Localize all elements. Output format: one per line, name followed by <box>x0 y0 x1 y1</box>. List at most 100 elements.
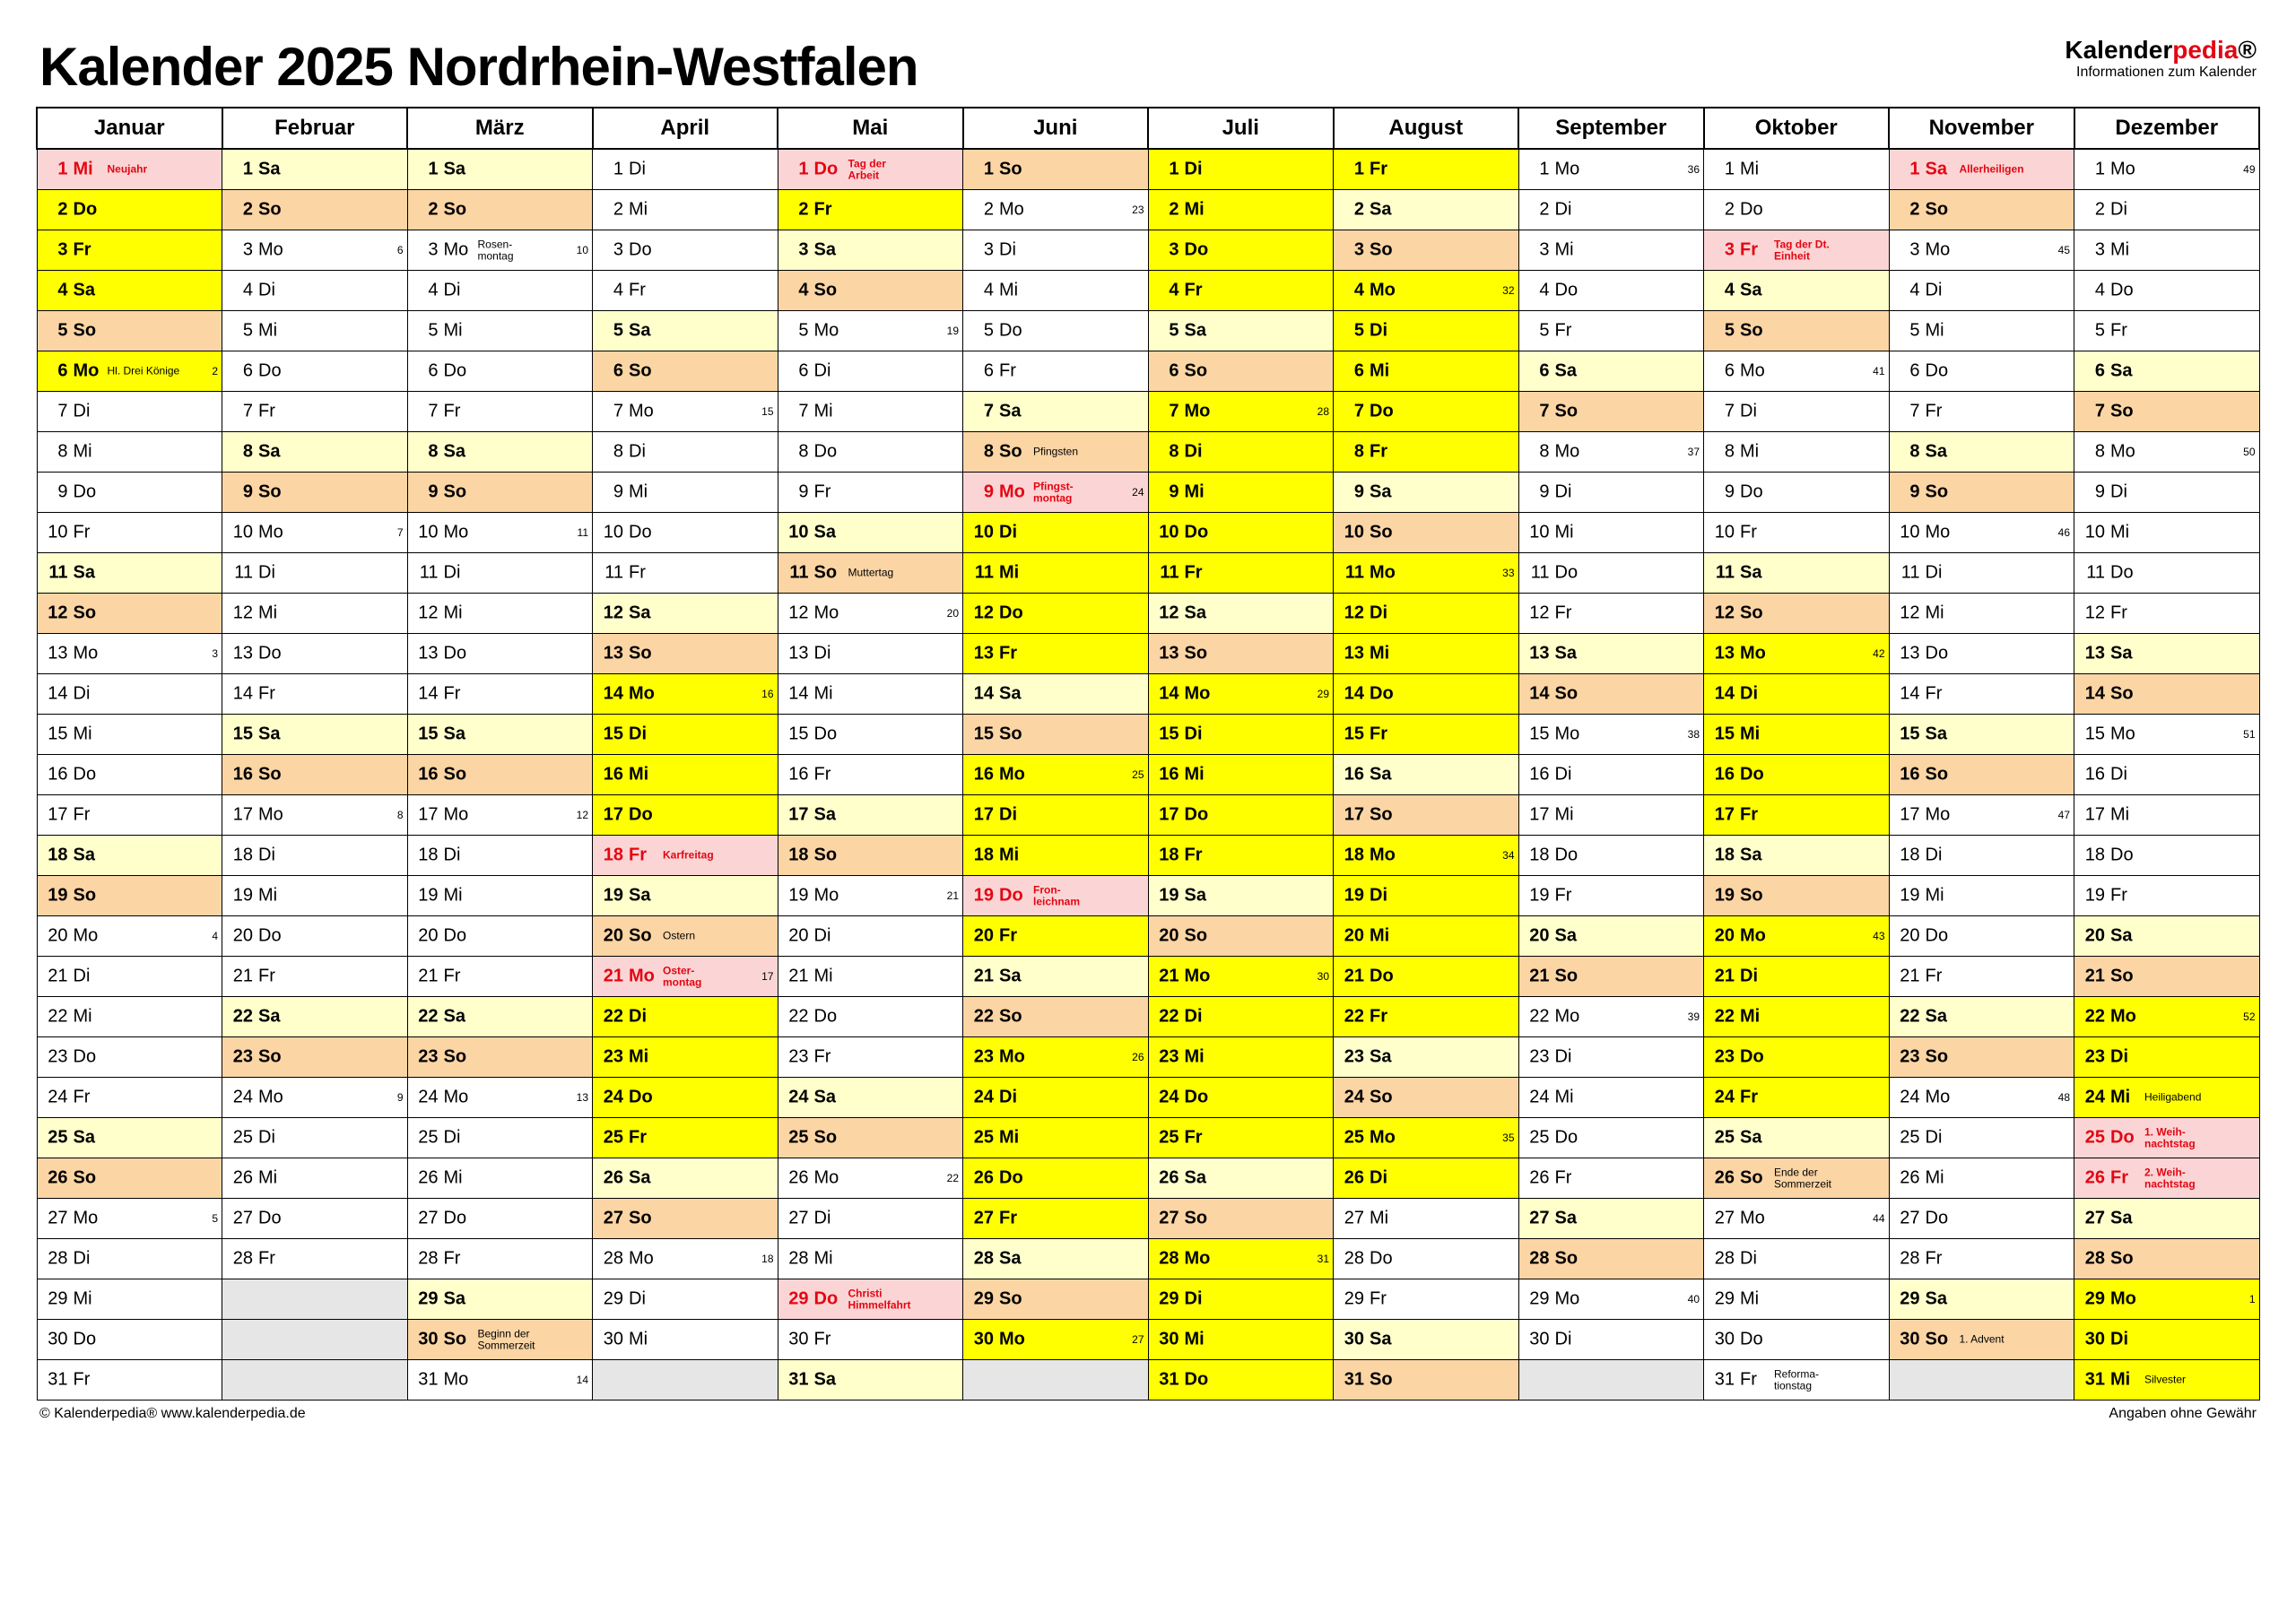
day-abbr: Fr <box>1370 1289 1387 1310</box>
day-number: 24 <box>784 1088 809 1108</box>
day-abbr: Fr <box>1926 1249 1943 1270</box>
day-cell: 6Sa <box>1518 351 1704 392</box>
day-number: 1 <box>1154 160 1179 180</box>
day-abbr: Mi <box>1555 1088 1574 1108</box>
day-cell: 29Mo40 <box>1518 1279 1704 1320</box>
day-cell: 9So <box>407 473 593 513</box>
day-cell: 3Do <box>593 230 778 271</box>
day-abbr: Sa <box>74 1128 95 1149</box>
day-abbr: Do <box>1740 200 1763 221</box>
day-cell: 6Do <box>222 351 408 392</box>
day-abbr: Sa <box>1926 442 1947 463</box>
day-cell: 14Fr <box>222 674 408 715</box>
day-cell: 8Fr <box>1334 432 1519 473</box>
day-cell: 30SoBeginn derSommerzeit <box>407 1320 593 1360</box>
day-number: 5 <box>1709 321 1735 342</box>
day-abbr: So <box>444 1330 467 1350</box>
day-abbr: Fr <box>2110 1168 2128 1189</box>
day-number: 31 <box>413 1370 439 1391</box>
day-abbr: So <box>258 200 282 221</box>
calendar-row: 27Mo527Do27Do27So27Di27Fr27So27Mi27Sa27M… <box>37 1199 2259 1239</box>
day-cell: 17Do <box>593 795 778 836</box>
day-abbr: So <box>1185 1209 1208 1229</box>
day-abbr: Mo <box>629 684 655 705</box>
day-abbr: Mi <box>1740 442 1759 463</box>
day-abbr: Mi <box>1185 200 1205 221</box>
day-number: 27 <box>228 1209 253 1229</box>
day-abbr: Do <box>1555 563 1578 584</box>
day-abbr: Mi <box>2110 1370 2130 1391</box>
day-abbr: Mi <box>1185 482 1205 503</box>
day-number: 28 <box>228 1249 253 1270</box>
day-cell: 17Mi <box>1518 795 1704 836</box>
day-abbr: Di <box>814 926 831 947</box>
day-abbr: Mi <box>2110 523 2129 543</box>
day-number: 18 <box>1709 846 1735 866</box>
day-number: 10 <box>598 523 623 543</box>
day-cell: 17Di <box>963 795 1149 836</box>
day-cell: 7Mi <box>778 392 963 432</box>
day-abbr: Sa <box>1370 765 1391 785</box>
day-number: 30 <box>43 1330 68 1350</box>
day-note: 1. Advent <box>1960 1334 2005 1346</box>
day-number: 1 <box>1709 160 1735 180</box>
day-number: 1 <box>598 160 623 180</box>
day-abbr: Fr <box>1555 1168 1572 1189</box>
day-number: 15 <box>1339 724 1364 745</box>
day-abbr: Do <box>74 482 97 503</box>
day-abbr: So <box>1555 967 1578 987</box>
day-number: 4 <box>228 281 253 301</box>
day-cell: 15Di <box>1148 715 1334 755</box>
day-abbr: Fr <box>1740 1088 1758 1108</box>
day-number: 5 <box>228 321 253 342</box>
day-number: 8 <box>784 442 809 463</box>
day-cell: 21Di <box>37 957 222 997</box>
day-cell: 20Di <box>778 916 963 957</box>
day-cell: 9Di <box>1518 473 1704 513</box>
day-cell: 19Mi <box>222 876 408 916</box>
day-number: 1 <box>784 160 809 180</box>
day-abbr: Mi <box>1370 926 1389 947</box>
day-abbr: Mo <box>74 926 99 947</box>
calendar-table: JanuarFebruarMärzAprilMaiJuniJuliAugustS… <box>36 107 2260 1401</box>
day-abbr: Do <box>629 240 652 261</box>
day-abbr: So <box>1185 926 1208 947</box>
day-number: 28 <box>598 1249 623 1270</box>
day-cell: 27Sa <box>2074 1199 2260 1239</box>
week-number: 1 <box>2249 1293 2256 1305</box>
brand: Kalenderpedia® Informationen zum Kalende… <box>2065 36 2257 81</box>
day-abbr: Di <box>444 846 461 866</box>
day-abbr: Mi <box>1926 886 1944 906</box>
day-abbr: Di <box>814 1209 831 1229</box>
day-abbr: Do <box>1740 482 1763 503</box>
day-abbr: Mi <box>74 724 92 745</box>
day-abbr: Mi <box>444 886 463 906</box>
week-number: 30 <box>1318 970 1329 983</box>
day-number: 31 <box>1709 1370 1735 1391</box>
day-abbr: Di <box>629 442 646 463</box>
day-abbr: Sa <box>258 160 280 180</box>
day-number: 17 <box>43 805 68 826</box>
day-number: 12 <box>784 603 809 624</box>
day-cell: 14Di <box>1704 674 1890 715</box>
day-number: 26 <box>598 1168 623 1189</box>
day-number: 14 <box>598 684 623 705</box>
day-cell: 14Mo16 <box>593 674 778 715</box>
day-abbr: Mo <box>1555 1289 1580 1310</box>
day-cell: 22Sa <box>1889 997 2074 1037</box>
day-number: 9 <box>413 482 439 503</box>
day-number: 1 <box>1525 160 1550 180</box>
day-abbr: Fr <box>1555 886 1572 906</box>
day-abbr: Di <box>814 361 831 382</box>
day-cell: 24Fr <box>1704 1078 1890 1118</box>
day-abbr: Do <box>629 805 653 826</box>
day-cell: 26Sa <box>1148 1158 1334 1199</box>
day-abbr: Mi <box>1740 1007 1760 1028</box>
day-abbr: Di <box>1555 765 1572 785</box>
day-number: 4 <box>969 281 994 301</box>
day-abbr: So <box>999 1289 1022 1310</box>
day-abbr: Di <box>444 281 461 301</box>
day-cell: 19DoFron-leichnam <box>963 876 1149 916</box>
day-number: 5 <box>1154 321 1179 342</box>
day-abbr: Fr <box>258 684 275 705</box>
